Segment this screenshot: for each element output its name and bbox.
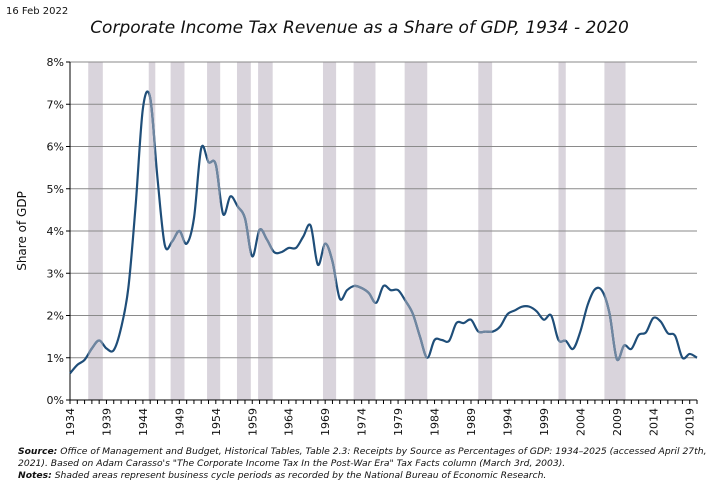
x-tick-label: 1999 [538, 408, 551, 436]
notes: Notes: Shaded areas represent business c… [18, 470, 547, 481]
x-tick-label: 1989 [465, 408, 478, 436]
y-tick-label: 8% [47, 56, 64, 69]
x-tick-label: 1934 [64, 408, 77, 436]
x-tick-label: 1979 [392, 408, 405, 436]
x-tick-label: 1944 [137, 408, 150, 436]
x-tick-label: 2004 [574, 408, 587, 436]
x-tick-label: 1949 [173, 408, 186, 436]
x-tick-label: 1959 [246, 408, 259, 436]
y-tick-label: 7% [47, 98, 64, 111]
y-tick-label: 1% [47, 352, 64, 365]
x-tick-label: 1994 [501, 408, 514, 436]
x-tick-label: 1969 [319, 408, 332, 436]
x-tick-label: 1939 [100, 408, 113, 436]
y-tick-label: 4% [47, 225, 64, 238]
series-line [69, 90, 698, 375]
x-tick-label: 1984 [429, 408, 442, 436]
date-stamp: 16 Feb 2022 [6, 6, 69, 17]
chart-title: Corporate Income Tax Revenue as a Share … [90, 18, 629, 38]
x-tick-label: 1964 [283, 408, 296, 436]
y-axis-label: Share of GDP [15, 191, 29, 271]
y-tick-label: 3% [47, 267, 64, 280]
y-tick-label: 6% [47, 141, 64, 154]
footer: Source: Office of Management and Budget,… [18, 446, 708, 482]
y-tick-label: 2% [47, 310, 64, 323]
x-tick-label: 2009 [611, 408, 624, 436]
x-tick-label: 2014 [647, 408, 660, 436]
y-tick-label: 0% [47, 394, 64, 407]
x-tick-label: 2019 [684, 408, 697, 436]
source-note: Source: Office of Management and Budget,… [18, 446, 707, 469]
chart: Share of GDP 0% 1% 2% 3% 4% 5% 6% 7% 8% 1934 1939 1… [15, 56, 698, 436]
x-tick-label: 1974 [356, 408, 369, 436]
x-tick-label: 1954 [210, 408, 223, 436]
y-tick-label: 5% [47, 183, 64, 196]
series-line-recession [88, 90, 626, 375]
